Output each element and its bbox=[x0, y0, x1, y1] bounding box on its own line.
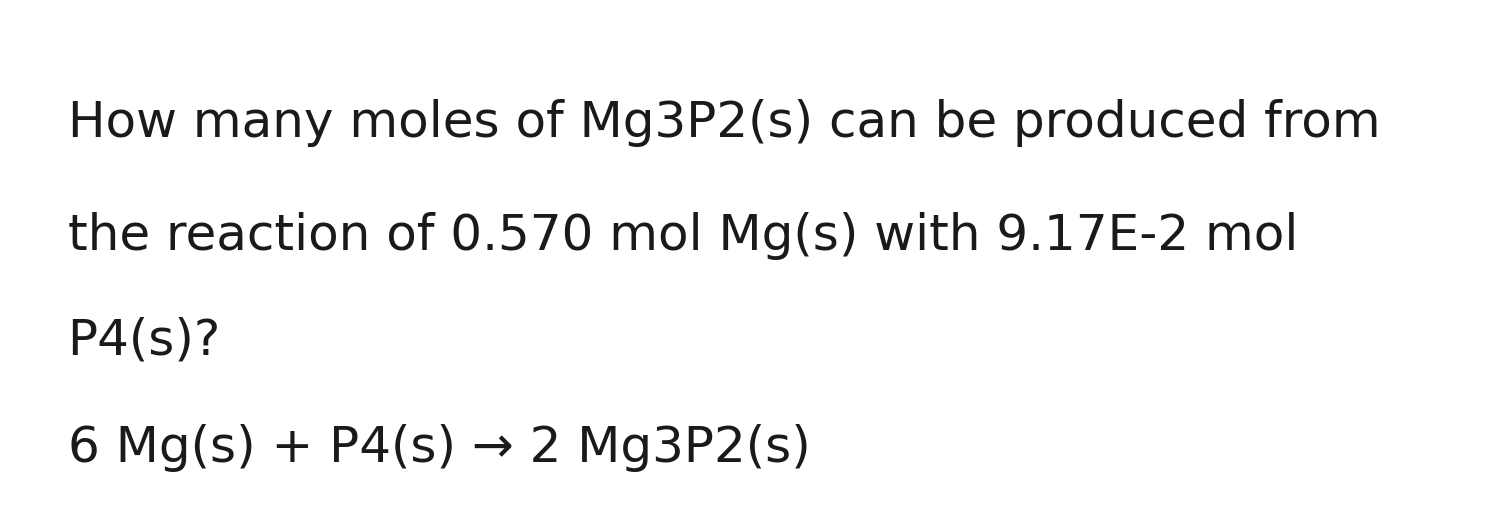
Text: P4(s)?: P4(s)? bbox=[68, 316, 220, 365]
Text: How many moles of Mg3P2(s) can be produced from: How many moles of Mg3P2(s) can be produc… bbox=[68, 99, 1380, 147]
Text: the reaction of 0.570 mol Mg(s) with 9.17E-2 mol: the reaction of 0.570 mol Mg(s) with 9.1… bbox=[68, 211, 1298, 260]
Text: 6 Mg(s) + P4(s) → 2 Mg3P2(s): 6 Mg(s) + P4(s) → 2 Mg3P2(s) bbox=[68, 424, 810, 472]
